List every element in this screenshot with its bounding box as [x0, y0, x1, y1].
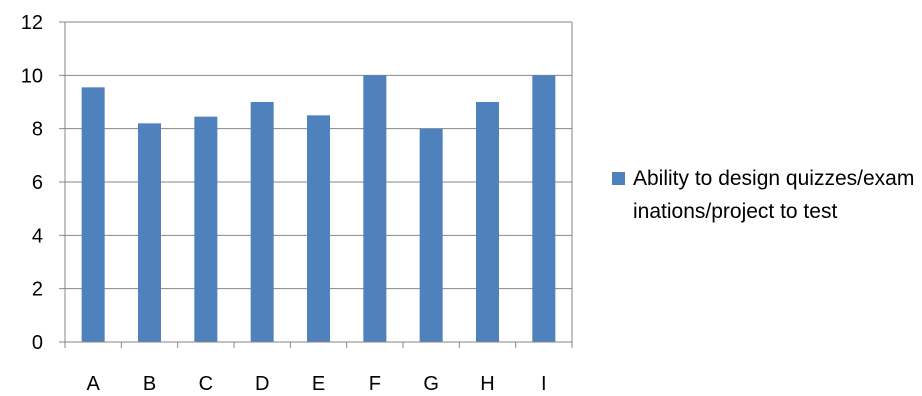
bar-e: [307, 115, 330, 342]
y-tick-label: 6: [32, 172, 43, 194]
bar-g: [419, 128, 443, 342]
x-tick-label: F: [369, 373, 381, 395]
x-tick-label: H: [480, 373, 494, 395]
y-tick-label: 8: [32, 119, 43, 141]
legend: Ability to design quizzes/examinations/p…: [612, 162, 917, 228]
y-tick-label: 10: [21, 65, 43, 87]
y-tick-label: 4: [32, 225, 43, 247]
bar-d: [250, 102, 274, 342]
legend-label: Ability to design quizzes/examinations/p…: [633, 167, 915, 223]
bar-i: [532, 75, 556, 342]
axes: [59, 21, 573, 348]
x-tick-label: D: [255, 373, 269, 395]
y-tick-label: 12: [21, 12, 43, 34]
bars: [81, 75, 556, 343]
x-axis-tick-labels: A B C D E F G H I: [86, 373, 546, 395]
x-tick-label: B: [143, 373, 156, 395]
x-tick-label: C: [199, 373, 213, 395]
legend-swatch: [612, 172, 625, 185]
bar-b: [138, 123, 161, 342]
bar-c: [194, 116, 218, 343]
x-tick-label: E: [312, 373, 325, 395]
x-tick-label: G: [423, 373, 439, 395]
x-tick-label: A: [86, 373, 100, 395]
x-tick-label: I: [541, 373, 547, 395]
y-tick-label: 2: [32, 279, 43, 301]
y-tick-label: 0: [32, 332, 43, 354]
bar-f: [363, 75, 387, 342]
bar-h: [476, 102, 499, 342]
bar-a: [81, 87, 105, 342]
y-axis-tick-labels: 0 2 4 6 8 10 12: [21, 12, 43, 354]
